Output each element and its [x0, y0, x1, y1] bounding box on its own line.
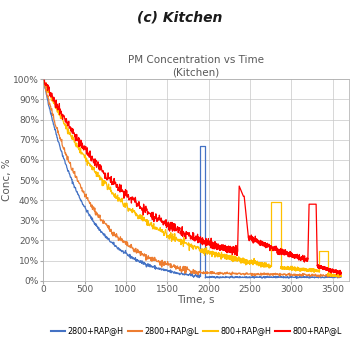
Title: PM Concentration vs Time
(Kitchen): PM Concentration vs Time (Kitchen) [128, 55, 264, 77]
X-axis label: Time, s: Time, s [177, 295, 215, 305]
Legend: 2800+RAP@H, 2800+RAP@L, 800+RAP@H, 800+RAP@L: 2800+RAP@H, 2800+RAP@L, 800+RAP@H, 800+R… [48, 323, 345, 338]
Text: (c) Kitchen: (c) Kitchen [137, 11, 223, 25]
Y-axis label: Conc, %: Conc, % [2, 159, 12, 201]
